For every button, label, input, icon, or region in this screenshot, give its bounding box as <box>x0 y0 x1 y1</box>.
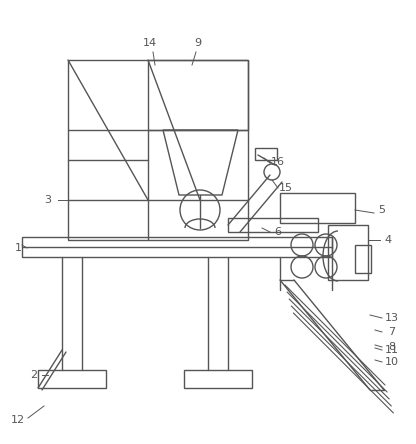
Bar <box>22 237 332 257</box>
Text: 12: 12 <box>11 415 25 425</box>
Text: 15: 15 <box>279 183 293 193</box>
Bar <box>280 193 355 223</box>
Text: 13: 13 <box>385 313 399 323</box>
Text: 6: 6 <box>275 227 282 237</box>
Bar <box>38 370 106 388</box>
Bar <box>184 370 252 388</box>
Text: 8: 8 <box>389 342 396 352</box>
Text: 9: 9 <box>194 38 202 48</box>
Bar <box>255 148 277 160</box>
Text: 14: 14 <box>143 38 157 48</box>
Text: 16: 16 <box>271 157 285 167</box>
Bar <box>148 60 248 130</box>
Text: 10: 10 <box>385 357 399 367</box>
Text: 3: 3 <box>45 195 52 205</box>
Bar <box>228 218 318 232</box>
Text: 1: 1 <box>15 243 22 253</box>
Bar <box>355 245 371 273</box>
Text: 5: 5 <box>379 205 386 215</box>
Text: 11: 11 <box>385 345 399 355</box>
Bar <box>328 225 368 280</box>
Bar <box>68 60 248 240</box>
Text: 4: 4 <box>384 235 391 245</box>
Text: 2: 2 <box>30 370 37 380</box>
Text: 7: 7 <box>389 327 396 337</box>
